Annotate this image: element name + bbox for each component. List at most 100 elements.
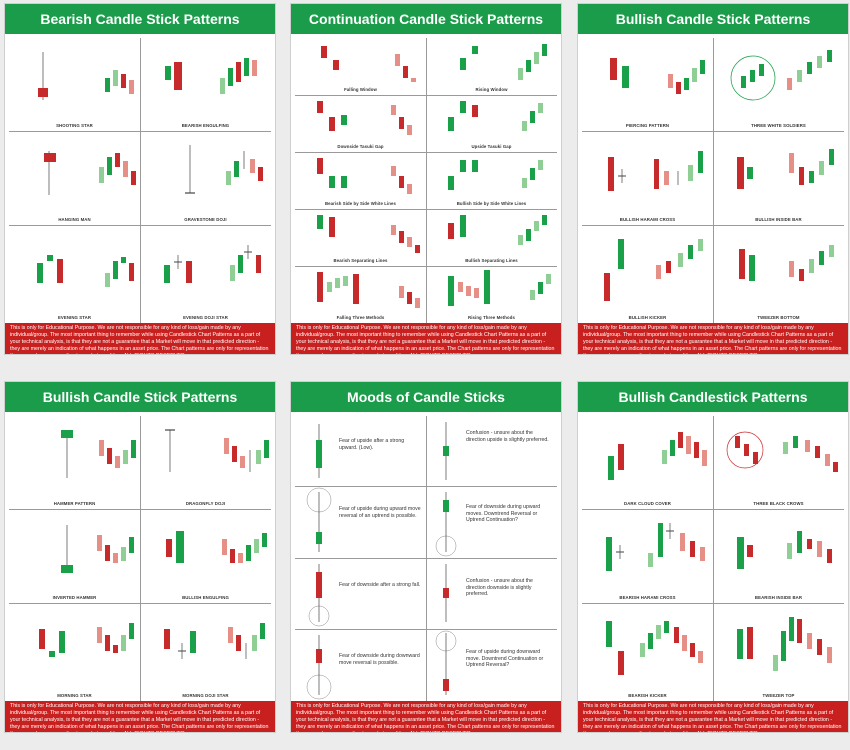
candle-illustration [165,58,257,94]
panel-title: Continuation Candle Stick Patterns [291,4,561,34]
pattern-label: TWEEZER BOTTOM [757,315,800,320]
pattern-label: THREE BLACK CROWS [753,501,804,506]
pattern-label: Rising Window [475,87,508,92]
pattern-label: HAMMER PATTERN [53,501,96,506]
pattern-card: PIERCING PATTERN [582,38,713,131]
panel-moods: Moods of Candle Sticks Fear of upside af… [290,381,562,733]
panel-bearish: Bearish Candle Stick Patterns SHOOTING S… [4,3,276,355]
pattern-card: Bearish Separating Lines [295,209,426,266]
moods-grid: Fear of upside after a strong upward. (L… [295,416,557,701]
mood-card: Confusion - unsure about the direction u… [426,416,557,486]
mood-card: Fear of upside after a strong upward. (L… [295,416,426,486]
candle-illustration [606,621,703,675]
pattern-label: Falling Three Methods [336,315,385,320]
panel-bearish-b: Bullish Candlestick Patterns DARK CLOUD … [577,381,849,733]
pattern-label: GRAVESTONE DOJI [184,217,227,222]
candle-illustration [448,270,551,306]
mood-text: Fear of downside during downward move re… [339,653,420,666]
pattern-grid: DARK CLOUD COVER THREE BLACK CROWS BEARI… [582,416,844,701]
candle-illustration [610,58,705,94]
panel-title: Bullish Candlestick Patterns [578,382,848,412]
pattern-label: Bullish Side by Side White Lines [456,201,527,206]
pattern-label: Rising Three Methods [468,315,515,320]
mood-text: Fear of upside during upward move revers… [339,506,421,519]
pattern-card: Bullish Side by Side White Lines [426,152,557,209]
candle-illustration [306,635,332,700]
candle-illustration [730,50,832,101]
pattern-card: DARK CLOUD COVER [582,416,713,509]
pattern-card: THREE BLACK CROWS [713,416,844,509]
pattern-label: BULLISH INSIDE BAR [755,217,802,222]
panel-title: Bullish Candle Stick Patterns [5,382,275,412]
pattern-card: BULLISH KICKER [582,225,713,323]
pattern-label: BULLISH KICKER [628,315,667,320]
pattern-label: EVENING DOJI STAR [183,315,228,320]
candle-illustration [737,531,832,569]
pattern-label: BEARISH ENGULFING [181,123,230,128]
disclaimer: This is only for Educational Purpose. We… [291,701,561,732]
pattern-card: Rising Window [426,38,557,95]
pattern-card: Bearish Side by Side White Lines [295,152,426,209]
candle-illustration [448,160,543,190]
candle-illustration [726,431,838,472]
candle-illustration [448,215,547,245]
candle-illustration [39,623,134,657]
pattern-card: BULLISH ENGULFING [140,509,271,603]
disclaimer: This is only for Educational Purpose. We… [578,701,848,732]
candle-illustration [435,630,457,695]
disclaimer: This is only for Educational Purpose. We… [291,323,561,354]
mood-text: Fear of upside during downward move. Dow… [466,649,544,668]
candle-illustration [604,239,703,301]
candle-illustration [448,101,543,131]
pattern-card: BULLISH HARAMI CROSS [582,131,713,225]
candle-illustration [306,487,332,552]
pattern-card: TWEEZER TOP [713,603,844,701]
candle-illustration [739,245,834,281]
candle-illustration [165,429,269,472]
pattern-label: BEARISH KICKER [628,693,667,698]
mood-text: Confusion - unsure about the direction u… [466,430,549,443]
candle-illustration [185,145,263,194]
pattern-card: Rising Three Methods [426,266,557,323]
pattern-label: TWEEZER TOP [762,693,795,698]
pattern-label: Upside Tasuki Gap [471,144,512,149]
pattern-label: BEARISH HARAMI CROSS [619,595,676,600]
pattern-card: THREE WHITE SOLDIERS [713,38,844,131]
pattern-grid: SHOOTING STAR BEARISH ENGULFING HANGING … [9,38,271,323]
pattern-card: EVENING DOJI STAR [140,225,271,323]
candle-illustration [164,623,265,659]
pattern-label: INVERTED HAMMER [52,595,97,600]
pattern-card: GRAVESTONE DOJI [140,131,271,225]
pattern-label: BULLISH ENGULFING [182,595,229,600]
candle-illustration [606,523,705,571]
mood-text: Fear of downside during upward moves. Do… [466,504,541,523]
candle-illustration [61,525,134,573]
candle-illustration [61,430,136,478]
pattern-card: HAMMER PATTERN [9,416,140,509]
candle-illustration [460,44,547,80]
pattern-label: BEARISH INSIDE BAR [754,595,803,600]
pattern-card: EVENING STAR [9,225,140,323]
pattern-label: HANGING MAN [58,217,91,222]
pattern-card: Bullish Separating Lines [426,209,557,266]
pattern-card: BEARISH INSIDE BAR [713,509,844,603]
pattern-label: Bearish Side by Side White Lines [324,201,396,206]
candle-illustration [435,492,457,557]
candle-illustration [317,158,412,194]
candle-illustration [317,101,412,135]
candle-illustration [443,564,449,622]
pattern-card: Upside Tasuki Gap [426,95,557,152]
candle-illustration [316,424,322,478]
pattern-card: Downside Tasuki Gap [295,95,426,152]
pattern-card: BEARISH ENGULFING [140,38,271,131]
pattern-grid: HAMMER PATTERN DRAGONFLY DOJI INVERTED H… [9,416,271,701]
candle-illustration [321,46,416,82]
pattern-card: MORNING STAR [9,603,140,701]
panel-title: Moods of Candle Sticks [291,382,561,412]
pattern-grid: Falling Window Rising Window Downside Ta… [295,38,557,323]
candle-illustration [37,255,134,287]
mood-card: Fear of upside during upward move revers… [295,486,426,558]
pattern-card: MORNING DOJI STAR [140,603,271,701]
candle-illustration [166,531,267,563]
pattern-card: TWEEZER BOTTOM [713,225,844,323]
